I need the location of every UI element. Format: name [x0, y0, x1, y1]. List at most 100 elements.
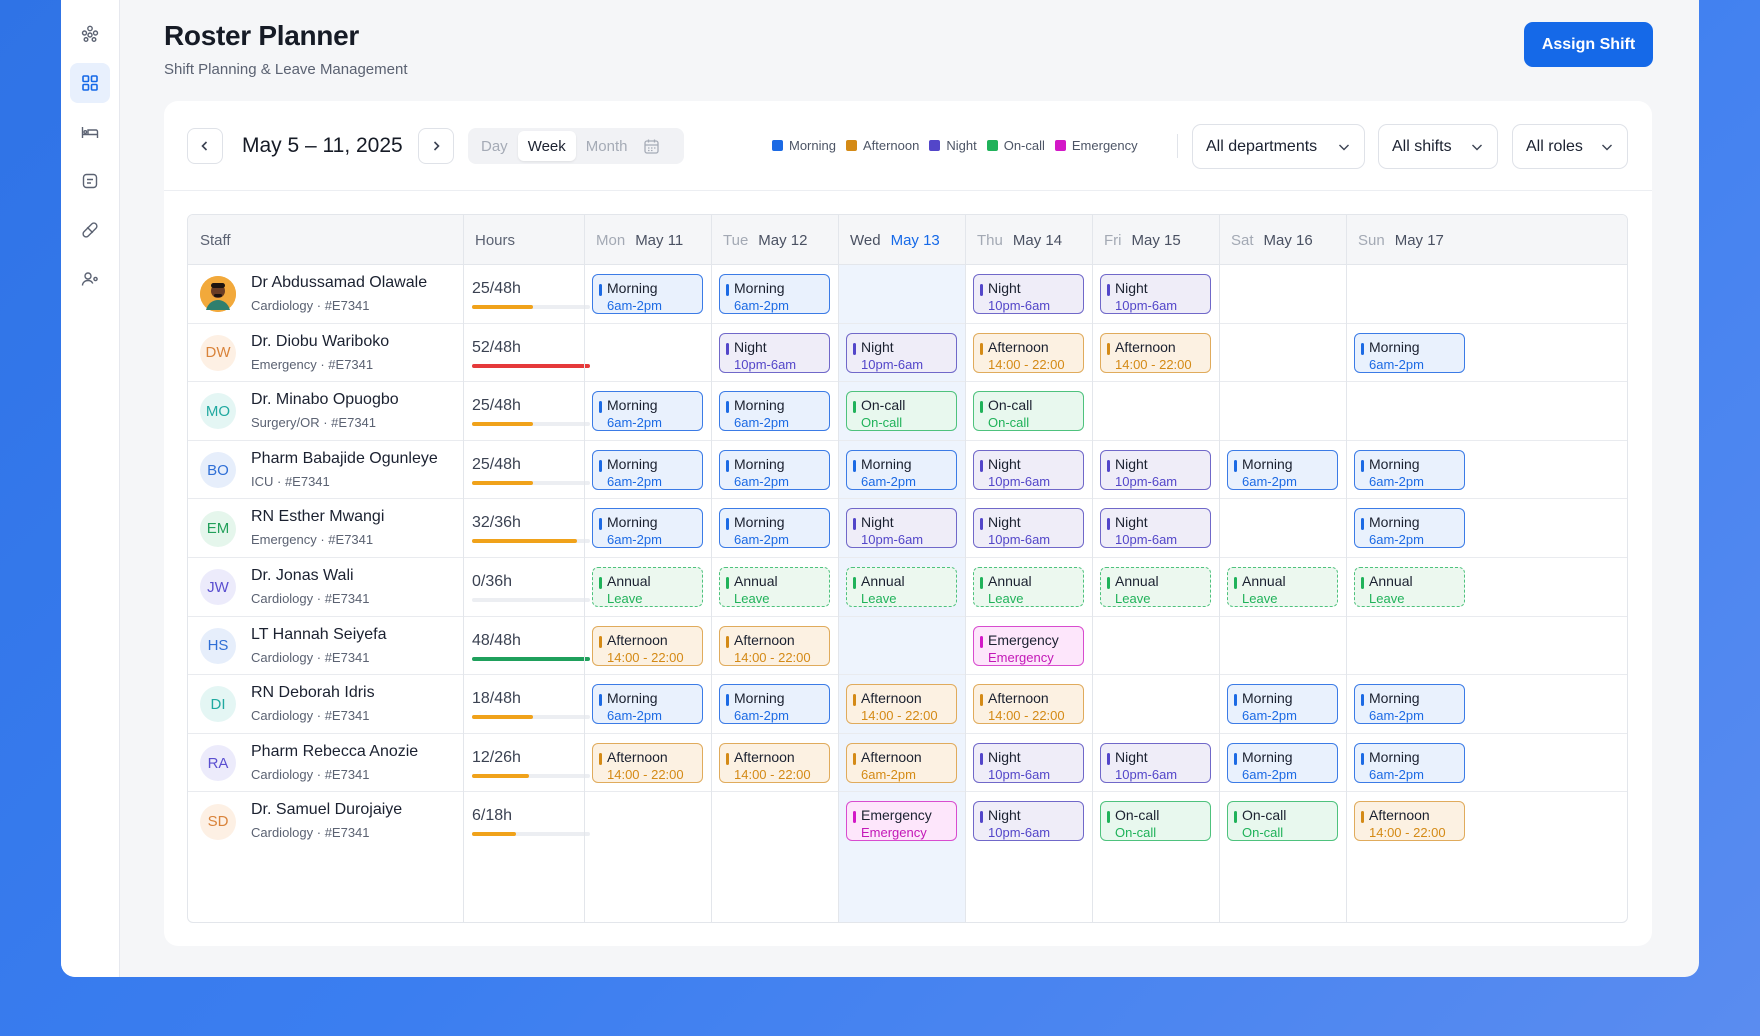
sidebar-item-users[interactable] — [70, 259, 110, 299]
shift-chip[interactable]: On-call On-call — [1100, 801, 1211, 842]
shift-chip[interactable]: Morning 6am-2pm — [592, 684, 703, 725]
avatar[interactable] — [200, 276, 236, 313]
shift-chip[interactable]: Afternoon 14:00 - 22:00 — [973, 332, 1084, 373]
avatar[interactable]: SD — [200, 803, 236, 840]
view-week-button[interactable]: Week — [517, 131, 576, 161]
shift-chip[interactable]: Night 10pm-6am — [973, 801, 1084, 842]
roster-card: May 5 – 11, 2025 Day Week Month Morning A… — [164, 101, 1652, 946]
staff-name[interactable]: Dr. Diobu Wariboko — [251, 332, 390, 350]
staff-name[interactable]: Pharm Rebecca Anozie — [251, 742, 419, 760]
shift-chip[interactable]: Morning 6am-2pm — [846, 449, 957, 490]
hours-progress-fill — [472, 656, 590, 661]
staff-name[interactable]: LT Hannah Seiyefa — [251, 625, 387, 643]
avatar[interactable]: JW — [200, 569, 236, 606]
shift-chip[interactable]: Annual Leave — [719, 567, 830, 607]
shift-chip[interactable]: Morning 6am-2pm — [1354, 332, 1465, 373]
staff-name[interactable]: Dr. Samuel Durojaiye — [251, 801, 403, 819]
shift-chip[interactable]: Morning 6am-2pm — [1227, 742, 1338, 783]
shift-chip[interactable]: Afternoon 14:00 - 22:00 — [592, 742, 703, 783]
shift-chip[interactable]: Afternoon 6am-2pm — [846, 742, 957, 783]
shift-chip[interactable]: Morning 6am-2pm — [719, 391, 830, 432]
avatar[interactable]: DW — [200, 334, 236, 371]
calendar-picker-button[interactable] — [643, 138, 660, 155]
sidebar-item-beds[interactable] — [70, 112, 110, 152]
shift-chip[interactable]: On-call On-call — [1227, 801, 1338, 842]
staff-row: Dr Abdussamad Olawale Cardiology · #E7341… — [188, 265, 1627, 324]
staff-name[interactable]: Dr. Minabo Opuogbo — [251, 391, 399, 409]
shift-chip[interactable]: Afternoon 14:00 - 22:00 — [973, 684, 1084, 725]
avatar[interactable]: BO — [200, 452, 236, 489]
shift-chip[interactable]: Night 10pm-6am — [973, 742, 1084, 783]
shift-chip[interactable]: Morning 6am-2pm — [1227, 684, 1338, 725]
shift-time: 6am-2pm — [734, 532, 789, 548]
assign-shift-button[interactable]: Assign Shift — [1524, 22, 1653, 67]
shift-chip[interactable]: Morning 6am-2pm — [1354, 449, 1465, 490]
shift-chip[interactable]: Afternoon 14:00 - 22:00 — [719, 625, 830, 666]
shift-chip[interactable]: Morning 6am-2pm — [1354, 508, 1465, 549]
sidebar-item-dashboard[interactable] — [70, 63, 110, 103]
shift-chip[interactable]: Night 10pm-6am — [846, 332, 957, 373]
shift-chip[interactable]: On-call On-call — [846, 391, 957, 432]
hours-value: 52/48h — [472, 338, 521, 356]
shift-chip[interactable]: Night 10pm-6am — [973, 274, 1084, 314]
shift-type: Annual — [607, 573, 651, 589]
shift-chip[interactable]: Afternoon 14:00 - 22:00 — [719, 742, 830, 783]
shift-chip[interactable]: Afternoon 14:00 - 22:00 — [846, 684, 957, 725]
sidebar-item-team[interactable] — [70, 14, 110, 54]
shift-chip[interactable]: Night 10pm-6am — [846, 508, 957, 549]
shift-chip[interactable]: Emergency Emergency — [973, 625, 1084, 666]
shift-chip[interactable]: Emergency Emergency — [846, 801, 957, 842]
shift-chip[interactable]: Night 10pm-6am — [1100, 274, 1211, 314]
sidebar-item-pharmacy[interactable] — [70, 210, 110, 250]
shift-chip[interactable]: Night 10pm-6am — [973, 508, 1084, 549]
shift-chip[interactable]: Annual Leave — [1354, 567, 1465, 607]
role-filter[interactable]: All roles — [1512, 124, 1628, 169]
avatar[interactable]: MO — [200, 393, 236, 430]
next-week-button[interactable] — [418, 128, 454, 164]
shift-chip[interactable]: Annual Leave — [1100, 567, 1211, 607]
shift-chip[interactable]: Night 10pm-6am — [1100, 742, 1211, 783]
avatar[interactable]: DI — [200, 686, 236, 723]
shift-chip[interactable]: Annual Leave — [1227, 567, 1338, 607]
shift-chip[interactable]: Morning 6am-2pm — [719, 508, 830, 549]
staff-name[interactable]: Pharm Babajide Ogunleye — [251, 449, 438, 467]
prev-week-button[interactable] — [187, 128, 223, 164]
shift-chip[interactable]: Morning 6am-2pm — [719, 274, 830, 314]
view-day-button[interactable]: Day — [481, 137, 508, 155]
shift-chip[interactable]: Morning 6am-2pm — [1354, 684, 1465, 725]
shift-chip[interactable]: Afternoon 14:00 - 22:00 — [1100, 332, 1211, 373]
shift-chip[interactable]: Morning 6am-2pm — [719, 684, 830, 725]
staff-meta: Cardiology · #E7341 — [251, 825, 370, 841]
staff-name[interactable]: Dr Abdussamad Olawale — [251, 274, 428, 291]
shift-chip[interactable]: Night 10pm-6am — [973, 449, 1084, 490]
shift-chip[interactable]: Morning 6am-2pm — [592, 449, 703, 490]
shift-chip[interactable]: Annual Leave — [973, 567, 1084, 607]
shift-chip[interactable]: Night 10pm-6am — [1100, 508, 1211, 549]
staff-name[interactable]: Dr. Jonas Wali — [251, 567, 354, 584]
shift-chip[interactable]: Annual Leave — [592, 567, 703, 607]
shift-chip[interactable]: Night 10pm-6am — [719, 332, 830, 373]
sidebar-item-notes[interactable] — [70, 161, 110, 201]
shift-filter[interactable]: All shifts — [1378, 124, 1498, 169]
staff-name[interactable]: RN Deborah Idris — [251, 684, 375, 702]
shift-chip[interactable]: Morning 6am-2pm — [592, 508, 703, 549]
avatar[interactable]: HS — [200, 627, 236, 664]
shift-chip[interactable]: Afternoon 14:00 - 22:00 — [592, 625, 703, 666]
day-column-header: Wed May 13 — [838, 215, 940, 265]
shift-chip[interactable]: Night 10pm-6am — [1100, 449, 1211, 490]
staff-name[interactable]: RN Esther Mwangi — [251, 508, 385, 526]
avatar[interactable]: EM — [200, 510, 236, 547]
shift-chip[interactable]: Annual Leave — [846, 567, 957, 607]
avatar[interactable]: RA — [200, 745, 236, 782]
department-filter[interactable]: All departments — [1192, 124, 1365, 169]
shift-chip[interactable]: Morning 6am-2pm — [719, 449, 830, 490]
view-month-button[interactable]: Month — [585, 137, 628, 155]
shift-chip[interactable]: Morning 6am-2pm — [1354, 742, 1465, 783]
shift-time: 14:00 - 22:00 — [861, 708, 938, 724]
shift-chip[interactable]: Morning 6am-2pm — [1227, 449, 1338, 490]
shift-chip[interactable]: Morning 6am-2pm — [592, 274, 703, 314]
shift-chip[interactable]: On-call On-call — [973, 391, 1084, 432]
shift-chip[interactable]: Morning 6am-2pm — [592, 391, 703, 432]
shift-chip[interactable]: Afternoon 14:00 - 22:00 — [1354, 801, 1465, 842]
day-date: May 15 — [1131, 231, 1181, 249]
